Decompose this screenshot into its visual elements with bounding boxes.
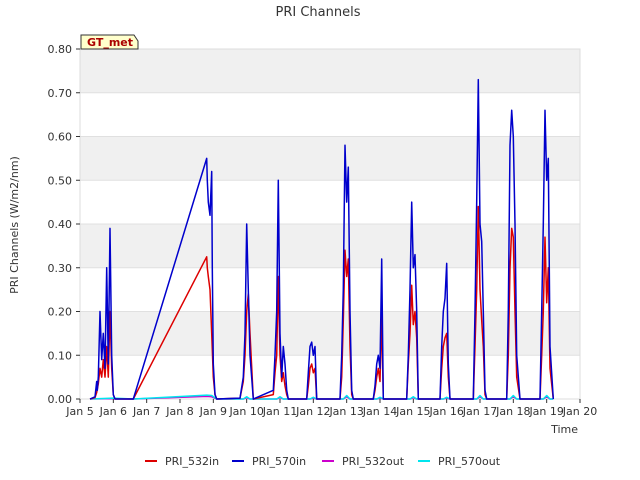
x-tick-label: Jan 15 (395, 405, 430, 418)
chart-title: PRI Channels (276, 5, 361, 20)
y-tick-label: 0.10 (48, 349, 73, 362)
gt-met-badge-label: GT_met (87, 36, 133, 49)
plot-band (80, 311, 580, 356)
gt-met-badge: GT_met (80, 34, 139, 50)
legend-item-pri-570out: PRI_570out (418, 455, 501, 468)
y-tick-label: 0.00 (48, 393, 73, 406)
x-tick-label: Jan 16 (428, 405, 463, 418)
x-tick-label: Jan 18 (495, 405, 530, 418)
plot-band (80, 49, 580, 93)
y-tick-label: 0.50 (48, 174, 73, 187)
plot-band (80, 136, 580, 181)
legend-item-pri-532in: PRI_532in (145, 455, 219, 468)
y-tick-label: 0.30 (48, 262, 73, 275)
x-tick-label: Jan 17 (462, 405, 497, 418)
x-tick-label: Jan 20 (562, 405, 597, 418)
plot-band (80, 224, 580, 268)
y-axis-ticks: 0.00 0.10 0.20 0.30 0.40 0.50 0.60 0.70 0.80 (48, 43, 80, 406)
legend-label: PRI_570out (438, 455, 501, 468)
y-tick-label: 0.40 (48, 218, 73, 231)
y-tick-label: 0.80 (48, 43, 73, 56)
x-tick-label: Jan 11 (262, 405, 297, 418)
y-tick-label: 0.70 (48, 87, 73, 100)
x-tick-label: Jan 7 (132, 405, 160, 418)
x-tick-label: Jan 13 (328, 405, 363, 418)
legend-label: PRI_570in (252, 455, 306, 468)
series-lines (89, 78, 555, 400)
y-tick-label: 0.20 (48, 306, 73, 319)
y-axis-label: PRI Channels (W/m2/nm) (8, 156, 21, 294)
plot-background-bands (80, 49, 580, 356)
series-line-pri-570out (89, 394, 554, 400)
legend: PRI_532in PRI_570in PRI_532out PRI_570out (145, 455, 501, 468)
x-tick-label: Jan 19 (528, 405, 563, 418)
x-tick-label: Jan 9 (199, 405, 227, 418)
series-line-pri-570in (89, 78, 555, 400)
legend-label: PRI_532in (165, 455, 219, 468)
x-tick-label: Jan 12 (295, 405, 330, 418)
x-tick-label: Jan 8 (165, 405, 193, 418)
x-tick-label: Jan 6 (99, 405, 127, 418)
legend-item-pri-532out: PRI_532out (322, 455, 405, 468)
legend-label: PRI_532out (342, 455, 405, 468)
series-line-pri-532in (89, 205, 555, 400)
x-tick-label: Jan 10 (228, 405, 263, 418)
legend-item-pri-570in: PRI_570in (232, 455, 306, 468)
x-tick-label: Jan 5 (65, 405, 93, 418)
y-tick-label: 0.60 (48, 131, 73, 144)
x-axis-label: Time (550, 423, 578, 436)
x-tick-label: Jan 14 (362, 405, 397, 418)
